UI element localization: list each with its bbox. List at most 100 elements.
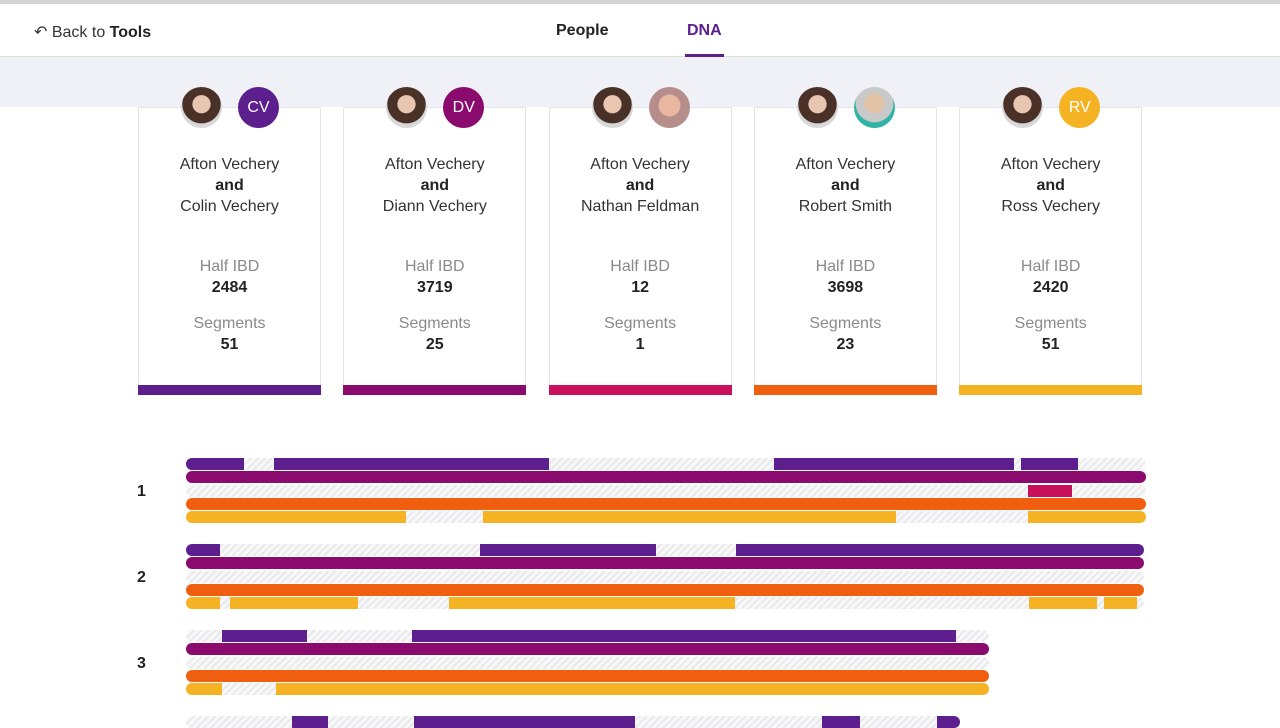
ibd-segment[interactable]	[411, 630, 956, 642]
ibd-segment[interactable]	[774, 458, 1015, 470]
card-color-bar	[343, 385, 527, 395]
chromosome-track	[186, 497, 1146, 510]
half-ibd-value: 2420	[1032, 279, 1069, 296]
avatar-photo	[853, 87, 895, 128]
ibd-segment[interactable]	[1028, 597, 1098, 610]
segments-value: 51	[1041, 336, 1060, 353]
person-b-name: Robert Smith	[798, 198, 893, 215]
half-ibd-label: Half IBD	[815, 258, 876, 275]
relationship-card[interactable]: DV Afton Vechery and Diann Vechery Half …	[343, 87, 527, 395]
and-label: and	[1036, 177, 1065, 194]
segments-value: 25	[425, 336, 444, 353]
back-to-tools-link[interactable]: ↶ Back to Tools	[34, 22, 151, 42]
chromosome-label: 2	[137, 569, 146, 586]
pair-names: Afton Vechery and Ross Vechery	[960, 154, 1141, 217]
ibd-segment[interactable]	[291, 716, 329, 728]
pair-names: Afton Vechery and Colin Vechery	[139, 154, 320, 217]
person-b-name: Ross Vechery	[1001, 198, 1101, 215]
ibd-segment[interactable]	[222, 630, 307, 642]
person-a-name: Afton Vechery	[1000, 156, 1101, 173]
ibd-segment[interactable]	[230, 597, 358, 610]
half-ibd-value: 3719	[417, 279, 453, 296]
half-ibd-value: 3698	[827, 279, 864, 296]
ibd-segment[interactable]	[186, 643, 989, 656]
card-color-bar	[753, 385, 937, 395]
segments-label: Segments	[809, 315, 882, 332]
ibd-segment[interactable]	[1103, 597, 1138, 610]
half-ibd-label: Half IBD	[405, 258, 465, 275]
segments-value: 1	[635, 336, 645, 353]
half-ibd-value: 2484	[211, 279, 248, 296]
ibd-segment[interactable]	[186, 458, 244, 470]
and-label: and	[831, 177, 860, 194]
ibd-segment[interactable]	[186, 544, 220, 556]
card-color-bar	[548, 385, 732, 395]
person-b-name: Nathan Feldman	[580, 198, 700, 215]
segments-label: Segments	[398, 315, 471, 332]
chromosome-track	[186, 669, 989, 682]
chromosome-track	[186, 484, 1146, 497]
chromosome-track	[186, 511, 1146, 524]
ibd-segment[interactable]	[936, 716, 960, 728]
ibd-segment[interactable]	[274, 458, 549, 470]
person-a-name: Afton Vechery	[590, 156, 690, 173]
back-arrow-icon: ↶	[34, 24, 48, 41]
avatar-initials: CV	[238, 87, 279, 128]
ibd-segment[interactable]	[822, 716, 860, 728]
segments-value: 51	[220, 336, 239, 353]
avatar-initials: DV	[443, 87, 485, 128]
ibd-segment[interactable]	[1021, 458, 1078, 470]
ibd-segment[interactable]	[186, 683, 223, 696]
chromosome-track	[186, 683, 989, 696]
ibd-segment[interactable]	[1027, 511, 1146, 524]
half-ibd-label: Half IBD	[1020, 258, 1081, 275]
tab-people[interactable]: People	[556, 22, 609, 39]
chromosome-track	[186, 544, 1145, 556]
ibd-segment[interactable]	[1027, 484, 1073, 497]
and-label: and	[625, 177, 655, 194]
avatar-photo	[1002, 87, 1044, 128]
segments-label: Segments	[1014, 315, 1087, 332]
ibd-segment[interactable]	[186, 511, 406, 524]
ibd-segment[interactable]	[186, 597, 220, 610]
pair-names: Afton Vechery and Diann Vechery	[344, 154, 525, 217]
pair-names: Afton Vechery and Nathan Feldman	[550, 154, 731, 217]
avatar-photo	[648, 87, 690, 128]
person-b-name: Colin Vechery	[180, 198, 279, 215]
ibd-segment[interactable]	[449, 597, 736, 610]
chromosome-track	[186, 583, 1145, 596]
avatar-photo	[386, 87, 428, 128]
chromosome-track	[186, 570, 1145, 583]
ibd-segment[interactable]	[482, 511, 897, 524]
ibd-segment[interactable]	[413, 716, 636, 728]
ibd-segment[interactable]	[186, 669, 989, 682]
segments-label: Segments	[604, 315, 677, 332]
relationship-card[interactable]: CV Afton Vechery and Colin Vechery Half …	[138, 87, 321, 395]
relationship-card[interactable]: Afton Vechery and Robert Smith Half IBD …	[753, 87, 937, 395]
avatar-initials: RV	[1059, 87, 1101, 128]
ibd-segment[interactable]	[276, 683, 989, 696]
chromosome-track	[186, 643, 989, 656]
segments-label: Segments	[193, 315, 266, 332]
chromosome-track	[186, 597, 1145, 610]
and-label: and	[420, 177, 450, 194]
person-b-name: Diann Vechery	[382, 198, 487, 215]
person-a-name: Afton Vechery	[384, 156, 485, 173]
tab-dna[interactable]: DNA	[685, 22, 724, 57]
relationship-card[interactable]: Afton Vechery and Nathan Feldman Half IB…	[548, 87, 732, 395]
person-a-name: Afton Vechery	[795, 156, 896, 173]
and-label: and	[215, 177, 244, 194]
chromosome-track	[186, 471, 1146, 484]
person-a-name: Afton Vechery	[179, 156, 280, 173]
ibd-segment[interactable]	[736, 544, 1145, 556]
ibd-segment[interactable]	[186, 497, 1146, 510]
ibd-segment[interactable]	[186, 471, 1146, 484]
ibd-segment[interactable]	[186, 583, 1145, 596]
window-top-border	[0, 0, 1280, 4]
avatar-photo	[796, 87, 838, 128]
chromosome-label: 1	[137, 483, 146, 500]
ibd-segment[interactable]	[186, 557, 1145, 570]
half-ibd-label: Half IBD	[199, 258, 260, 275]
ibd-segment[interactable]	[479, 544, 657, 556]
relationship-card[interactable]: RV Afton Vechery and Ross Vechery Half I…	[959, 87, 1143, 395]
